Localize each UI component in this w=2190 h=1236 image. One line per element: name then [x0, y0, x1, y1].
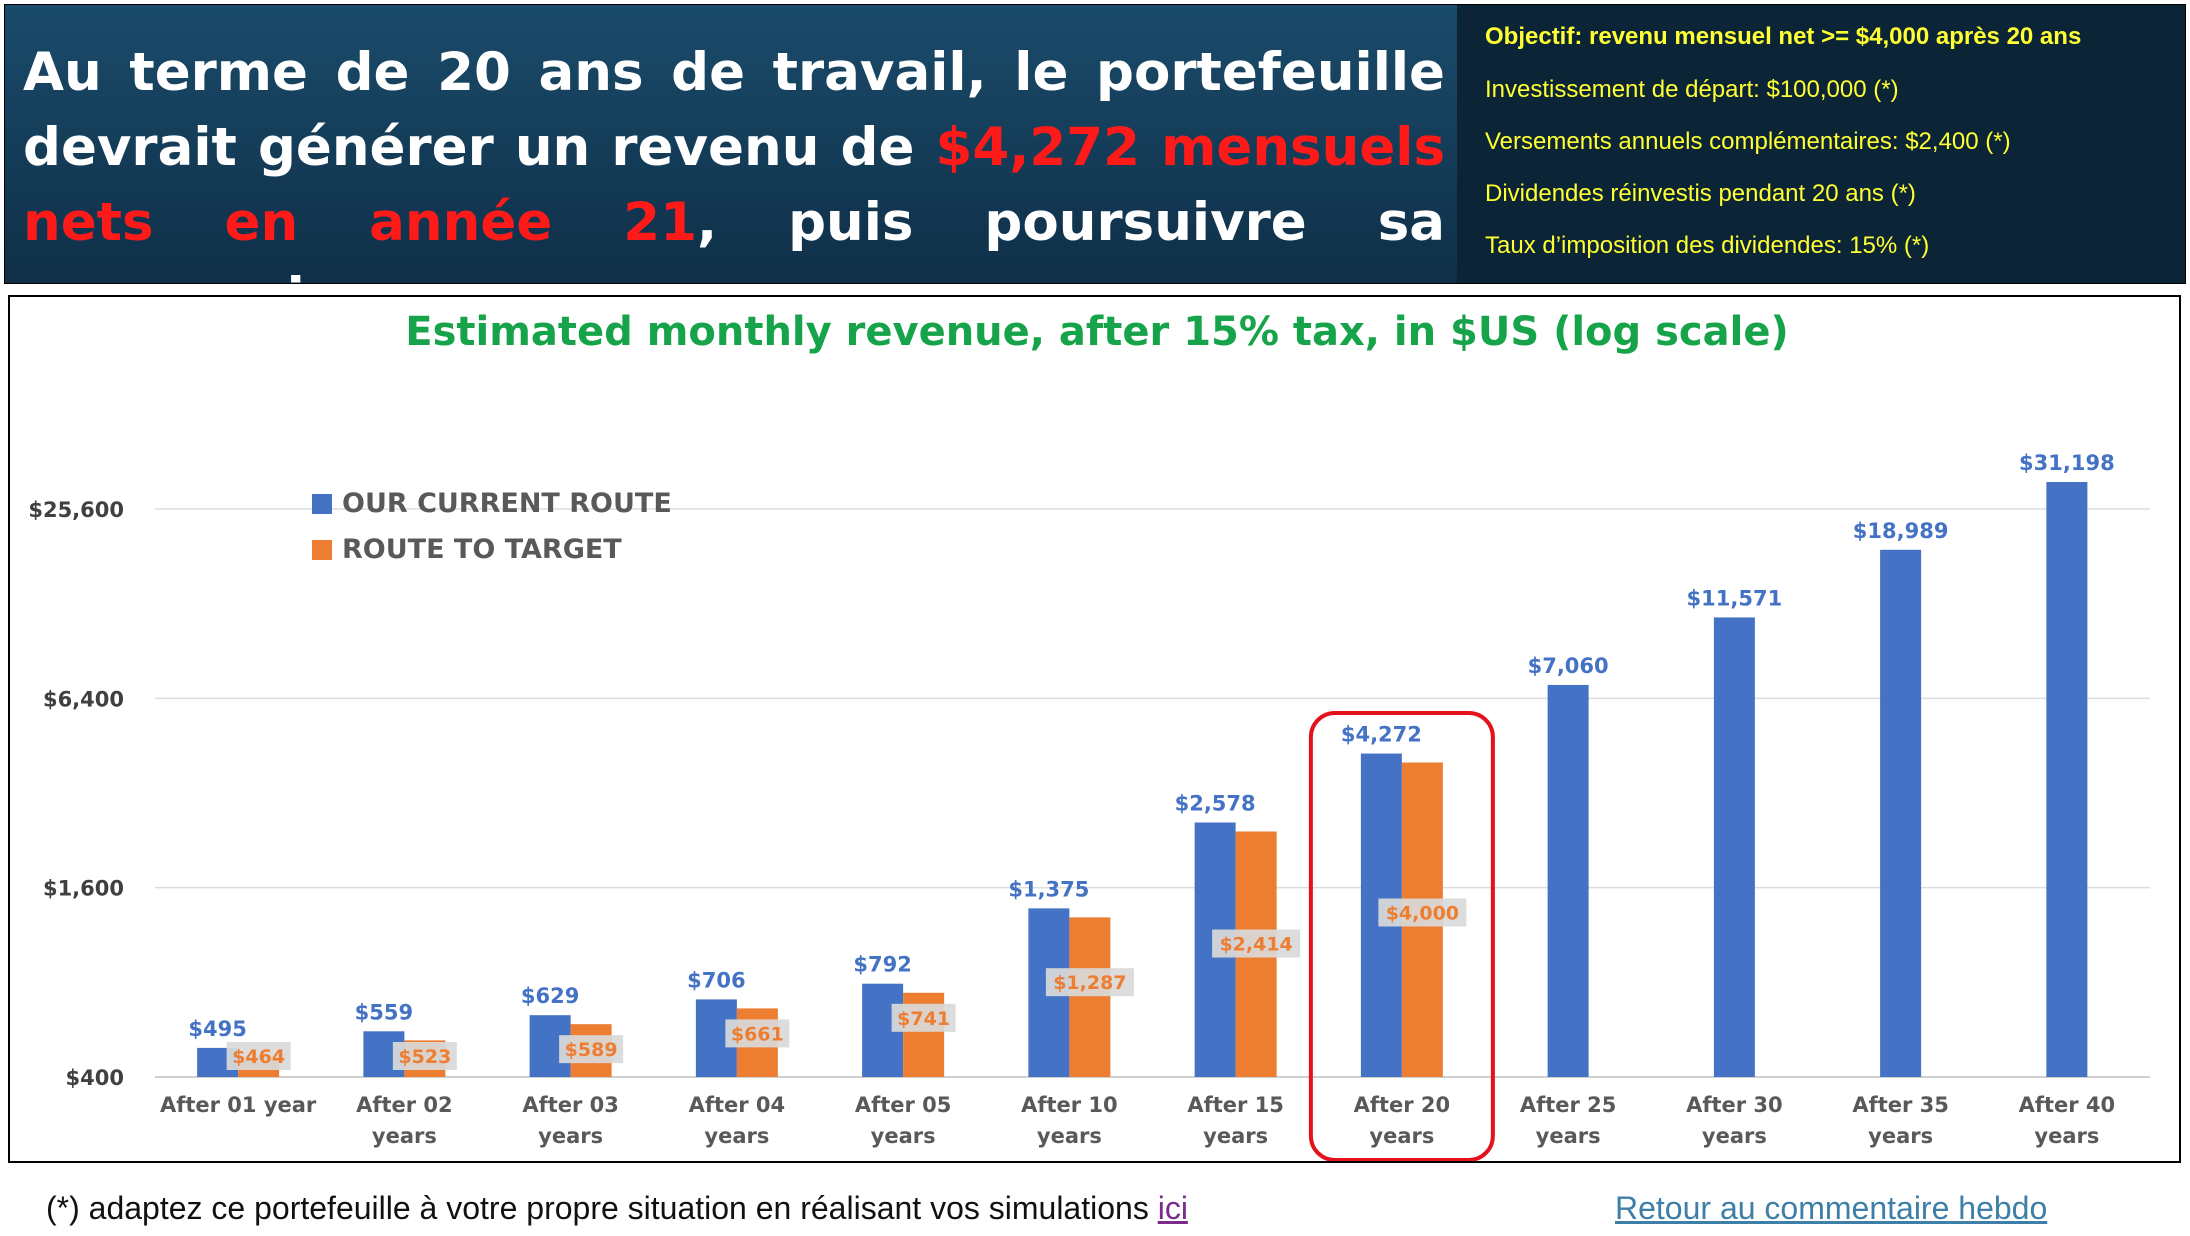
chart-container: Estimated monthly revenue, after 15% tax…: [8, 295, 2181, 1163]
x-tick-label: After 35: [1852, 1093, 1949, 1117]
info-initial-investment: Investissement de départ: $100,000 (*): [1485, 76, 1899, 103]
highlight-box: [1308, 711, 1495, 1161]
data-label-route-to-target: $4,000: [1386, 902, 1459, 924]
data-label-current-route: $2,578: [1175, 792, 1256, 816]
legend: OUR CURRENT ROUTE ROUTE TO TARGET: [312, 488, 672, 565]
y-tick-label: $1,600: [43, 877, 124, 901]
x-tick-label: After 05: [855, 1093, 952, 1117]
data-label-box: [226, 1042, 291, 1070]
bar-current-route: [2046, 481, 2088, 1077]
gridlines: $400 $1,600 $6,400 $25,600: [28, 498, 2150, 1090]
headline-panel: Au terme de 20 ans de travail, le portef…: [5, 5, 1457, 328]
x-tick-label: years: [2034, 1124, 2099, 1148]
info-dividends-reinvested: Dividendes réinvestis pendant 20 ans (*): [1485, 180, 1916, 207]
simulations-link[interactable]: ici: [1157, 1190, 1188, 1226]
x-tick-label: After 04: [689, 1093, 786, 1117]
info-annual-contributions: Versements annuels complémentaires: $2,4…: [1485, 128, 2011, 155]
x-tick-label: After 15: [1187, 1093, 1284, 1117]
bars: $495 $464 After 01 year $559 $523 After 02 yea…: [160, 451, 2115, 1148]
header-banner: Au terme de 20 ans de travail, le portef…: [4, 4, 2186, 328]
bar-current-route: [1880, 549, 1922, 1077]
x-tick-label: years: [372, 1124, 437, 1148]
x-tick-label: years: [1868, 1124, 1933, 1148]
footer-note: (*) adaptez ce portefeuille à votre prop…: [46, 1190, 1188, 1227]
data-label-current-route: $7,060: [1528, 654, 1609, 678]
info-objective: Objectif: revenu mensuel net >= $4,000 a…: [1485, 23, 2082, 50]
x-tick-label: years: [1536, 1124, 1601, 1148]
data-label-route-to-target: $741: [897, 1008, 950, 1030]
data-label-current-route: $706: [687, 968, 745, 992]
x-tick-label: After 01 year: [160, 1093, 317, 1117]
x-tick-label: years: [704, 1124, 769, 1148]
x-tick-label: After 02: [356, 1093, 453, 1117]
x-tick-label: After 30: [1686, 1093, 1783, 1117]
data-label-box: [725, 1019, 790, 1048]
data-label-route-to-target: $2,414: [1219, 934, 1292, 956]
data-label-box: [559, 1035, 624, 1064]
bar-chart: Estimated monthly revenue, after 15% tax…: [28, 309, 2150, 1161]
data-label-current-route: $629: [521, 984, 579, 1008]
y-tick-label: $6,400: [43, 687, 124, 711]
x-tick-label: After 10: [1021, 1093, 1118, 1117]
legend-swatch: [312, 494, 332, 514]
x-tick-label: After 25: [1520, 1093, 1617, 1117]
data-label-box: [1378, 898, 1467, 927]
legend-swatch: [312, 540, 332, 560]
bar-route-to-target: [1069, 917, 1111, 1077]
back-to-commentary-link[interactable]: Retour au commentaire hebdo: [1615, 1190, 2048, 1226]
headline: Au terme de 20 ans de travail, le portef…: [23, 35, 1445, 335]
data-label-box: [1045, 968, 1134, 997]
legend-label: OUR CURRENT ROUTE: [342, 488, 672, 519]
data-label-box: [891, 1003, 956, 1032]
data-label-route-to-target: $464: [232, 1046, 285, 1068]
headline-highlight: $4,272 mensuels nets en année 21: [23, 117, 1445, 253]
assumptions-panel: Objectif: revenu mensuel net >= $4,000 a…: [1457, 5, 2185, 283]
data-label-box: [1212, 929, 1301, 958]
x-tick-label: After 40: [2019, 1093, 2116, 1117]
bar-current-route: [1713, 617, 1755, 1077]
bar-current-route: [1547, 684, 1589, 1077]
data-label-current-route: $792: [853, 953, 911, 977]
data-label-current-route: $11,571: [1687, 586, 1783, 610]
data-label-route-to-target: $523: [398, 1046, 451, 1068]
data-label-current-route: $559: [355, 1000, 413, 1024]
legend-label: ROUTE TO TARGET: [342, 534, 622, 565]
data-label-current-route: $4,272: [1341, 723, 1422, 747]
data-label-current-route: $495: [188, 1017, 246, 1041]
data-label-current-route: $1,375: [1008, 877, 1089, 901]
footer-note-text: (*) adaptez ce portefeuille à votre prop…: [46, 1190, 1158, 1226]
data-label-current-route: $31,198: [2019, 451, 2115, 475]
x-tick-label: After 20: [1354, 1093, 1451, 1117]
y-tick-label: $400: [66, 1066, 124, 1090]
x-tick-label: years: [1702, 1124, 1767, 1148]
data-label-box: [392, 1042, 457, 1070]
chart-title: Estimated monthly revenue, after 15% tax…: [405, 309, 1788, 355]
headline-part1: Au terme de 20 ans de travail, le portef…: [23, 42, 1445, 178]
data-label-route-to-target: $1,287: [1053, 972, 1126, 994]
info-tax-rate: Taux d’imposition des dividendes: 15% (*…: [1485, 232, 1930, 259]
data-label-route-to-target: $589: [565, 1039, 618, 1061]
x-tick-label: years: [1037, 1124, 1102, 1148]
x-tick-label: years: [538, 1124, 603, 1148]
data-label-current-route: $18,989: [1853, 519, 1949, 543]
x-tick-label: years: [871, 1124, 936, 1148]
y-tick-label: $25,600: [28, 498, 124, 522]
x-tick-label: years: [1203, 1124, 1268, 1148]
x-tick-label: years: [1369, 1124, 1434, 1148]
x-tick-label: After 03: [522, 1093, 619, 1117]
data-label-route-to-target: $661: [731, 1023, 784, 1045]
